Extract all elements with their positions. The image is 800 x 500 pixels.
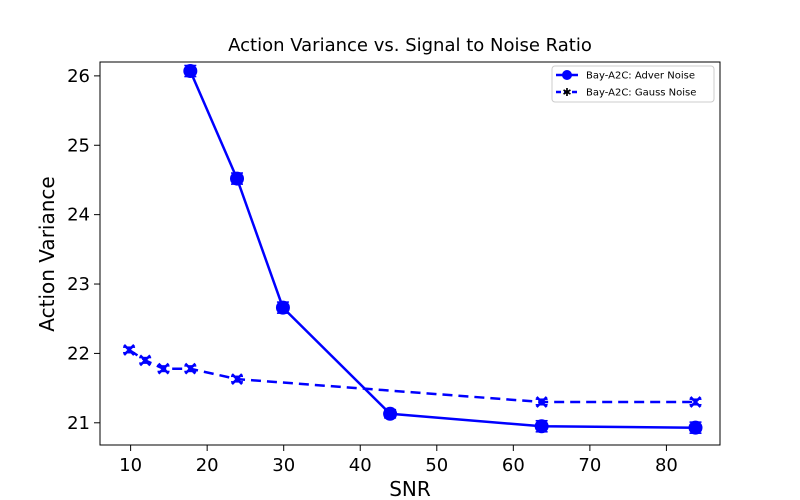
data-point xyxy=(383,406,398,421)
y-axis-label: Action Variance xyxy=(35,176,59,331)
x-tick-label: 50 xyxy=(425,455,448,476)
marker-stroke xyxy=(123,344,135,356)
x-tick-label: 30 xyxy=(272,455,295,476)
data-point xyxy=(275,300,290,315)
marker-stroke xyxy=(157,362,170,375)
chart-title: Action Variance vs. Signal to Noise Rati… xyxy=(228,35,592,56)
data-point xyxy=(123,344,135,356)
data-point xyxy=(689,396,702,408)
series-line-2 xyxy=(128,348,696,404)
legend-label: Bay-A2C: Gauss Noise xyxy=(586,88,696,99)
marker-stroke xyxy=(231,373,243,385)
x-tick-label: 60 xyxy=(502,455,525,476)
y-tick-label: 25 xyxy=(67,135,90,156)
x-axis-label: SNR xyxy=(389,477,431,500)
x-tick-label: 20 xyxy=(196,455,219,476)
marker-stroke xyxy=(689,396,702,408)
data-point xyxy=(183,64,198,79)
y-tick-label: 26 xyxy=(67,66,90,87)
data-point xyxy=(231,373,243,385)
legend-marker: ✱ xyxy=(562,86,571,99)
legend-box xyxy=(551,65,715,103)
data-point xyxy=(139,354,152,367)
data-point xyxy=(157,362,170,375)
x-tick-label: 10 xyxy=(119,455,142,476)
marker-stroke xyxy=(535,396,548,408)
marker-stroke xyxy=(139,354,152,367)
x-tick-label: 70 xyxy=(578,455,601,476)
y-tick-label: 24 xyxy=(67,205,90,226)
axes-frame xyxy=(99,61,721,446)
data-point xyxy=(184,362,197,375)
x-tick-label: 40 xyxy=(349,455,372,476)
y-tick-label: 22 xyxy=(67,343,90,364)
y-tick-label: 21 xyxy=(67,413,90,434)
legend-marker xyxy=(562,70,572,80)
data-point xyxy=(535,396,548,408)
data-point xyxy=(688,420,703,435)
marker-stroke xyxy=(184,362,197,375)
x-tick-label: 80 xyxy=(655,455,678,476)
y-tick-label: 23 xyxy=(67,274,90,295)
data-point xyxy=(230,171,245,186)
series-line-1 xyxy=(189,70,696,429)
data-point xyxy=(534,419,549,434)
legend-label: Bay-A2C: Adver Noise xyxy=(586,71,695,82)
